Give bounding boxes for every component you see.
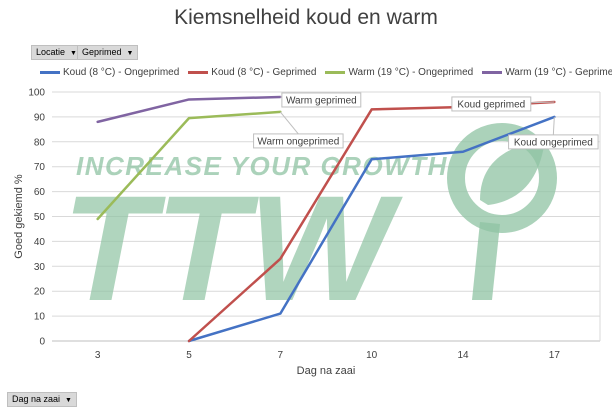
y-tick-label: 80 (34, 137, 46, 148)
dag-na-zaai-filter-label: Dag na zaai (12, 394, 61, 404)
x-tick-label: 10 (366, 350, 378, 361)
legend-label: Koud (8 °C) - Ongeprimed (63, 67, 180, 78)
callout-leader (552, 116, 555, 135)
callout-label: Koud geprimed (457, 99, 525, 110)
dropdown-arrow-icon: ▼ (70, 50, 77, 57)
dropdown-arrow-icon: ▼ (65, 397, 72, 404)
x-tick-label: 3 (95, 350, 101, 361)
legend-item: Koud (8 °C) - Geprimed (188, 67, 316, 78)
y-tick-label: 10 (34, 312, 46, 323)
locatie-filter-label: Locatie (36, 47, 66, 57)
y-tick-label: 50 (34, 212, 46, 223)
legend-item: Warm (19 °C) - Ongeprimed (325, 67, 473, 78)
y-axis-title: Goed gekiemd % (13, 174, 25, 259)
x-tick-label: 5 (186, 350, 192, 361)
x-tick-label: 14 (457, 350, 469, 361)
dag-na-zaai-filter-button[interactable]: Dag na zaai ▼ (7, 392, 77, 407)
y-tick-label: 30 (34, 262, 46, 273)
legend-label: Warm (19 °C) - Ongeprimed (348, 67, 474, 78)
series-line (96, 95, 282, 124)
watermark-handle-icon (472, 222, 500, 300)
geprimed-filter-button[interactable]: Geprimed ▼ (77, 45, 139, 60)
legend-swatch (40, 71, 60, 74)
watermark-logo: TTW (62, 164, 404, 332)
y-tick-label: 70 (34, 162, 46, 173)
chart-title: Kiemsnelheid koud en warm (174, 6, 438, 29)
y-tick-label: 0 (39, 337, 45, 348)
legend-swatch (325, 71, 346, 74)
callout-label: Koud ongeprimed (514, 137, 593, 148)
series-line (187, 115, 556, 343)
y-tick-label: 100 (28, 88, 45, 99)
chart-legend: Koud (8 °C) - Ongeprimed Koud (8 °C) - Ge… (40, 66, 612, 78)
dropdown-arrow-icon: ▼ (126, 50, 134, 57)
callout-label: Warm ongeprimed (257, 136, 339, 147)
locatie-filter-button[interactable]: Locatie ▼ (31, 45, 82, 60)
geprimed-filter-label: Geprimed (82, 47, 122, 57)
y-tick-label: 60 (34, 187, 46, 198)
callout-label: Warm geprimed (286, 95, 357, 106)
callout-box (451, 96, 532, 112)
x-tick-label: 7 (278, 350, 284, 361)
callout-box (508, 134, 599, 150)
callout-box (281, 92, 362, 108)
callout-box (253, 133, 344, 149)
legend-label: Warm (19 °C) - Geprimed (505, 67, 612, 78)
y-tick-label: 40 (34, 237, 46, 248)
x-tick-label: 17 (549, 350, 561, 361)
legend-swatch (482, 71, 503, 74)
legend-item: Koud (8 °C) - Ongeprimed (40, 67, 179, 78)
y-tick-label: 20 (34, 287, 46, 298)
watermark-magnifier-icon (447, 123, 557, 233)
callout-leader (279, 111, 299, 135)
watermark-leaf-icon (480, 140, 545, 205)
legend-item: Warm (19 °C) - Geprimed (482, 67, 612, 78)
legend-swatch (188, 71, 209, 74)
x-axis-title: Dag na zaai (297, 365, 356, 377)
y-tick-label: 90 (34, 112, 46, 123)
series-line (96, 110, 282, 221)
legend-label: Koud (8 °C) - Geprimed (211, 67, 317, 78)
